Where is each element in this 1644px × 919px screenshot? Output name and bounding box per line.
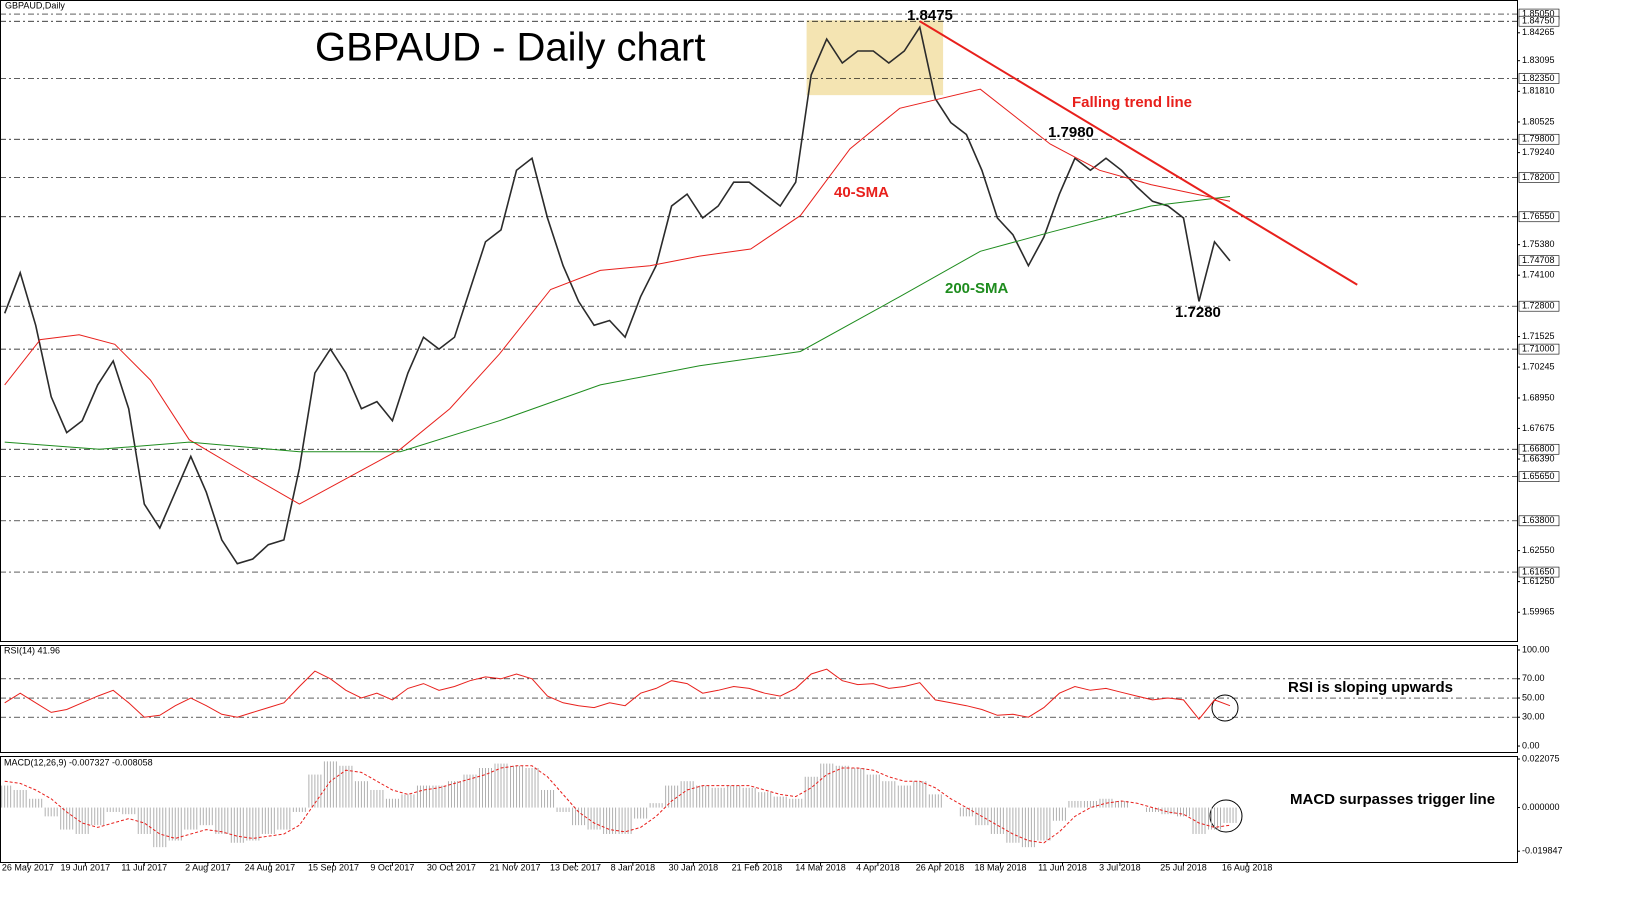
y-tick-label: 1.83095	[1522, 55, 1555, 65]
y-tick-label: 1.84265	[1522, 27, 1555, 37]
y-tick-label: 1.70245	[1522, 361, 1555, 371]
rsi-title: RSI(14) 41.96	[4, 645, 60, 655]
x-tick-label: 8 Jan 2018	[611, 862, 656, 872]
x-tick-label: 14 Mar 2018	[795, 862, 846, 872]
x-tick-label: 30 Oct 2017	[427, 862, 476, 872]
series-label: 40-SMA	[834, 184, 889, 201]
x-tick-label: 16 Aug 2018	[1222, 862, 1273, 872]
x-tick-label: 30 Jan 2018	[669, 862, 719, 872]
y-tick-label: 1.67675	[1522, 423, 1555, 433]
key-level-label: 1.79800	[1522, 134, 1555, 144]
y-tick-label: 1.81810	[1522, 86, 1555, 96]
y-tick-label: 70.00	[1522, 673, 1545, 683]
x-tick-label: 11 Jun 2018	[1038, 862, 1087, 872]
key-level-label: 1.72800	[1522, 301, 1555, 311]
x-tick-label: 21 Feb 2018	[732, 862, 783, 872]
key-level-box	[1518, 15, 1560, 27]
trend-line	[919, 20, 1358, 286]
x-tick-label: 19 Jun 2017	[61, 862, 111, 872]
panel-frame	[0, 0, 1518, 642]
x-tick-label: 13 Dec 2017	[550, 862, 601, 872]
y-tick-label: 1.68950	[1522, 392, 1555, 402]
x-tick-label: 26 Apr 2018	[916, 862, 965, 872]
key-level-label: 1.84750	[1522, 16, 1555, 26]
y-tick-label: 1.75380	[1522, 239, 1555, 249]
x-tick-label: 11 Jul 2017	[121, 862, 167, 872]
x-tick-label: 18 May 2018	[974, 862, 1026, 872]
y-tick-label: 1.62550	[1522, 545, 1555, 555]
annotation: Falling trend line	[1072, 94, 1192, 111]
key-level-box	[1518, 443, 1560, 455]
key-level-label: 1.82350	[1522, 73, 1555, 83]
x-tick-label: 3 Jul 2018	[1099, 862, 1141, 872]
signal-line	[4, 765, 1231, 844]
y-tick-label: 0.022075	[1522, 753, 1560, 763]
panel-frame	[0, 645, 1518, 753]
highlight-box	[806, 20, 944, 96]
x-tick-label: 26 May 2017	[2, 862, 54, 872]
y-tick-label: 1.79240	[1522, 147, 1555, 157]
key-level-label: 1.66800	[1522, 444, 1555, 454]
key-level-label: 1.63800	[1522, 515, 1555, 525]
annotation: 1.7980	[1048, 124, 1094, 141]
key-level-box	[1518, 133, 1560, 145]
key-level-label: 1.65650	[1522, 471, 1555, 481]
key-level-box	[1518, 211, 1560, 223]
indicator-line	[4, 196, 1231, 453]
x-tick-label: 4 Apr 2018	[856, 862, 900, 872]
key-level-label: 1.78200	[1522, 172, 1555, 182]
key-level-box	[1518, 343, 1560, 355]
annotation: 1.7280	[1175, 304, 1221, 321]
indicator-line	[4, 88, 1231, 505]
x-tick-label: 2 Aug 2017	[185, 862, 231, 872]
y-tick-label: 1.59965	[1522, 607, 1555, 617]
x-tick-label: 21 Nov 2017	[489, 862, 540, 872]
last-price-label: 1.74708	[1522, 255, 1555, 265]
x-tick-label: 9 Oct 2017	[370, 862, 414, 872]
y-tick-label: 30.00	[1522, 712, 1545, 722]
symbol-label: GBPAUD,Daily	[5, 0, 65, 10]
annotation: 1.8475	[907, 7, 953, 24]
annotation: RSI is sloping upwards	[1288, 679, 1453, 696]
panel-frame	[0, 756, 1518, 863]
x-tick-label: 24 Aug 2017	[245, 862, 296, 872]
y-tick-label: 50.00	[1522, 692, 1545, 702]
price-line	[3, 25, 1231, 565]
y-tick-label: 1.74100	[1522, 270, 1555, 280]
key-level-box	[1518, 566, 1560, 578]
key-level-label: 1.71000	[1522, 343, 1555, 353]
key-level-box	[1518, 471, 1560, 482]
y-tick-label: -0.019847	[1522, 846, 1563, 856]
y-tick-label: 1.61250	[1522, 576, 1555, 586]
key-level-label: 1.76550	[1522, 211, 1555, 221]
y-tick-label: 0.000000	[1522, 802, 1560, 812]
key-level-label: 1.61650	[1522, 566, 1555, 576]
y-tick-label: 1.80525	[1522, 116, 1555, 126]
indicator-line	[4, 668, 1231, 720]
key-level-box	[1518, 172, 1560, 183]
annotation: MACD surpasses trigger line	[1290, 791, 1495, 808]
key-level-box	[1518, 300, 1560, 312]
y-tick-label: 1.71525	[1522, 331, 1555, 341]
key-level-box	[1518, 515, 1560, 527]
rsi-circle	[1211, 694, 1239, 722]
key-level-label: 1.85050	[1522, 8, 1555, 18]
y-tick-label: 0.00	[1522, 740, 1540, 750]
y-tick-label: 1.66390	[1522, 453, 1555, 463]
x-tick-label: 25 Jul 2018	[1160, 862, 1207, 872]
chart-title: GBPAUD - Daily chart	[315, 26, 705, 70]
macd-circle	[1209, 799, 1243, 833]
x-tick-label: 15 Sep 2017	[308, 862, 359, 872]
series-label: 200-SMA	[945, 280, 1009, 297]
macd-title: MACD(12,26,9) -0.007327 -0.008058	[4, 757, 153, 767]
last-price-box	[1518, 255, 1560, 266]
y-tick-label: 100.00	[1522, 644, 1550, 654]
key-level-box	[1518, 73, 1560, 84]
